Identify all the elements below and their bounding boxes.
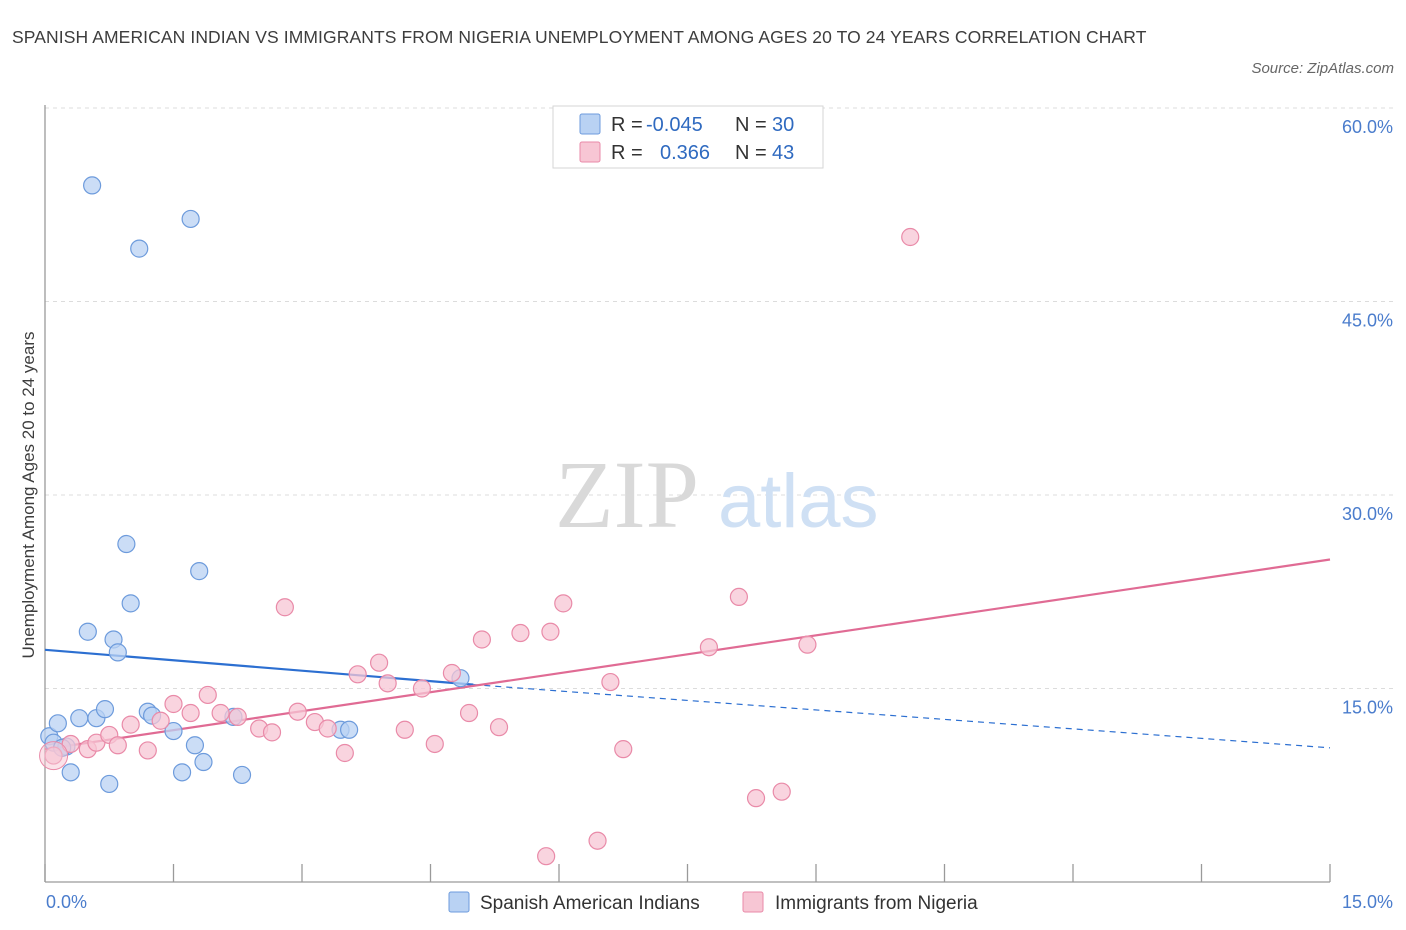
pink-point bbox=[318, 719, 337, 738]
pink-point bbox=[211, 703, 230, 723]
pink-point bbox=[181, 703, 200, 723]
pink-point bbox=[151, 711, 170, 730]
pink-trend-line bbox=[44, 558, 1331, 751]
pink-point bbox=[601, 672, 620, 692]
pink-point bbox=[121, 715, 140, 734]
watermark: ZIP atlas bbox=[555, 441, 879, 548]
blue-point bbox=[181, 209, 200, 229]
legend-blue-r-label: R = bbox=[611, 114, 643, 136]
blue-point bbox=[117, 534, 136, 554]
pink-point bbox=[489, 718, 509, 737]
blue-point bbox=[130, 239, 149, 258]
pink-point bbox=[588, 831, 607, 850]
pink-point bbox=[554, 594, 573, 613]
source-label: Source: ZipAtlas.com bbox=[1251, 60, 1394, 77]
legend-pink-n-value: 43 bbox=[772, 142, 794, 164]
pink-point bbox=[729, 587, 749, 607]
legend-pink-r-label: R = bbox=[611, 142, 643, 164]
pink-point bbox=[746, 789, 766, 808]
legend-blue-r-value: -0.045 bbox=[646, 114, 703, 136]
legend-pink-swatch bbox=[579, 141, 601, 163]
blue-point bbox=[83, 176, 102, 195]
pink-point-large bbox=[39, 741, 69, 771]
pink-point bbox=[378, 674, 397, 693]
blue-point bbox=[121, 594, 140, 613]
pink-point bbox=[798, 635, 817, 654]
x-tick-label: 15.0% bbox=[1342, 892, 1393, 912]
grid-lines bbox=[45, 107, 1395, 689]
legend-blue-n-label: N = bbox=[735, 114, 767, 136]
blue-point bbox=[232, 765, 252, 785]
bottom-legend-pink-label: Immigrants from Nigeria bbox=[775, 893, 978, 914]
blue-point bbox=[172, 763, 192, 782]
blue-point bbox=[95, 700, 115, 719]
pink-point bbox=[228, 707, 247, 726]
blue-point bbox=[108, 643, 127, 662]
blue-point bbox=[164, 721, 183, 741]
pink-point bbox=[395, 720, 414, 739]
y-axis-label: Unemployment Among Ages 20 to 24 years bbox=[19, 332, 38, 659]
pink-point bbox=[370, 653, 389, 672]
pink-point bbox=[198, 685, 217, 705]
pink-point bbox=[541, 622, 560, 641]
blue-point bbox=[78, 622, 97, 641]
pink-point bbox=[699, 638, 719, 657]
legend-blue-n-value: 30 bbox=[772, 114, 794, 136]
pink-point bbox=[442, 663, 462, 683]
y-tick-label: 30.0% bbox=[1342, 504, 1393, 524]
bottom-legend-blue-label: Spanish American Indians bbox=[480, 893, 700, 914]
blue-point bbox=[48, 714, 67, 733]
pink-point bbox=[138, 741, 157, 760]
bottom-legend-blue-swatch bbox=[448, 891, 470, 913]
watermark-zip: ZIP bbox=[555, 441, 699, 548]
pink-point bbox=[614, 740, 633, 759]
bottom-legend-pink-swatch bbox=[742, 891, 764, 913]
pink-point bbox=[335, 743, 354, 763]
pink-point bbox=[901, 227, 920, 247]
pink-point bbox=[288, 702, 307, 721]
pink-point bbox=[348, 665, 367, 684]
pink-point bbox=[262, 723, 282, 742]
correlation-legend: R = -0.045 N = 30 R = 0.366 N = 43 bbox=[552, 105, 824, 169]
pink-point bbox=[537, 847, 556, 866]
pink-point bbox=[108, 736, 127, 755]
pink-point bbox=[275, 598, 294, 617]
pink-point bbox=[412, 679, 432, 698]
y-tick-label: 60.0% bbox=[1342, 117, 1393, 137]
pink-point bbox=[425, 734, 444, 754]
watermark-atlas: atlas bbox=[718, 459, 879, 544]
pink-point bbox=[772, 782, 791, 801]
x-tick-label: 0.0% bbox=[46, 892, 87, 912]
blue-point bbox=[340, 720, 359, 739]
blue-point bbox=[194, 752, 213, 772]
blue-trend-extension bbox=[473, 684, 1331, 749]
data-points bbox=[39, 176, 920, 866]
y-tick-label: 15.0% bbox=[1342, 698, 1393, 718]
pink-point bbox=[511, 623, 530, 643]
blue-point bbox=[190, 562, 209, 581]
y-tick-labels: 15.0% 30.0% 45.0% 60.0% bbox=[1342, 117, 1393, 718]
series-legend: Spanish American Indians Immigrants from… bbox=[448, 891, 978, 914]
chart-title: SPANISH AMERICAN INDIAN VS IMMIGRANTS FR… bbox=[12, 27, 1147, 47]
pink-point bbox=[472, 630, 491, 649]
legend-pink-r-value: 0.366 bbox=[660, 142, 710, 164]
legend-pink-n-label: N = bbox=[735, 142, 767, 164]
pink-point bbox=[459, 703, 479, 723]
blue-point bbox=[70, 709, 89, 728]
x-tick-labels: 0.0% 15.0% bbox=[46, 892, 1393, 912]
legend-blue-swatch bbox=[579, 113, 601, 135]
blue-point bbox=[100, 774, 119, 794]
pink-point bbox=[164, 694, 183, 714]
blue-point bbox=[185, 736, 205, 755]
blue-point bbox=[61, 763, 80, 782]
y-tick-label: 45.0% bbox=[1342, 311, 1393, 331]
